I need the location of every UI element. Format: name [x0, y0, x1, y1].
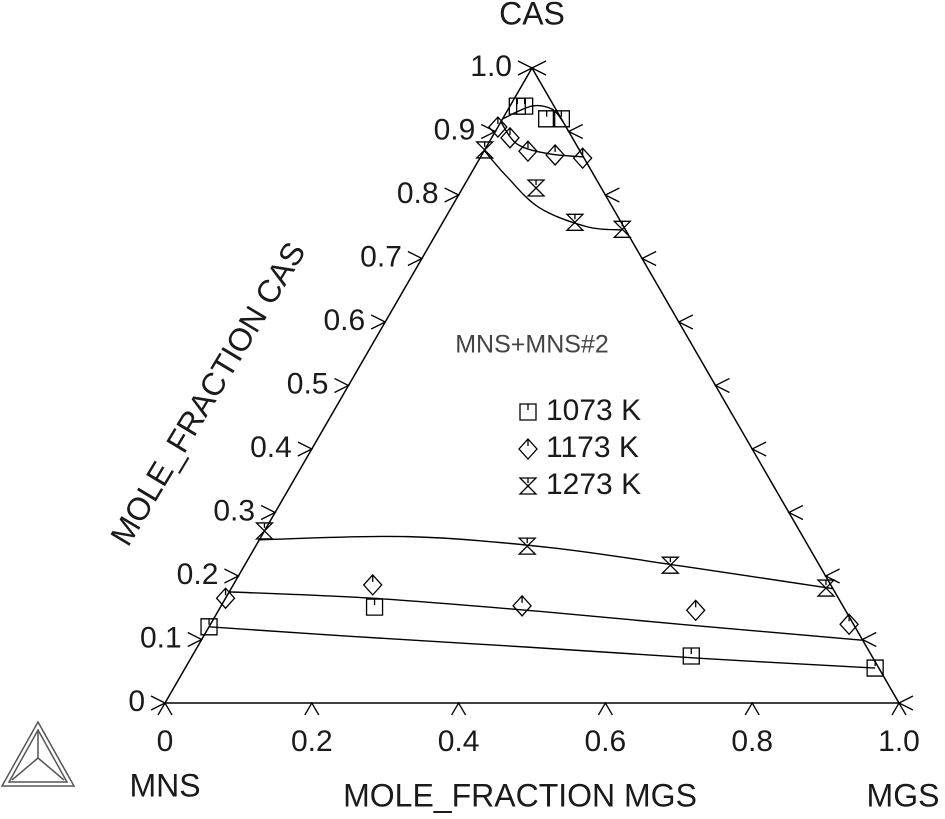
y-tick-label: 0.2	[177, 558, 219, 591]
y-tick-right	[714, 377, 730, 394]
data-point	[660, 556, 680, 574]
y-tick-label: 0.7	[360, 240, 402, 273]
legend-marker	[518, 477, 538, 495]
data-point	[365, 598, 384, 616]
y-axis-label: MOLE_FRACTION CAS	[103, 236, 312, 552]
x-tick	[744, 701, 760, 716]
y-tick	[297, 441, 314, 457]
data-point	[685, 599, 706, 622]
y-tick	[334, 377, 350, 394]
data-point	[816, 579, 836, 597]
triangle-frame	[163, 66, 901, 704]
x-tick	[304, 701, 320, 716]
y-tick-label: 0.3	[213, 494, 255, 527]
legend-label: 1273 K	[546, 468, 641, 501]
y-tick	[187, 631, 204, 648]
y-tick-right	[897, 695, 914, 711]
data-point	[552, 110, 571, 128]
y-tick	[444, 187, 461, 203]
data-point	[516, 97, 534, 115]
y-tick	[150, 695, 167, 711]
y-tick-right	[750, 441, 767, 457]
y-tick	[224, 568, 240, 584]
data-point	[254, 522, 275, 540]
y-tick-right	[640, 250, 657, 267]
y-tick-right	[677, 314, 694, 330]
x-tick-label: 1.0	[878, 725, 920, 758]
y-tick	[481, 123, 497, 140]
data-point	[215, 587, 236, 610]
data-point	[200, 618, 218, 636]
curve	[483, 150, 622, 231]
annotation: MNS+MNS#2	[455, 331, 609, 359]
x-tick	[597, 701, 613, 716]
data-point	[866, 659, 884, 677]
y-tick-right	[567, 123, 583, 140]
y-tick-label: 0.8	[397, 177, 439, 210]
x-tick	[451, 701, 467, 716]
legend-label: 1073 K	[546, 394, 641, 427]
data-point	[362, 573, 383, 596]
y-tick-right	[530, 60, 547, 76]
y-tick-label: 0.6	[323, 304, 365, 337]
x-tick-label: 0	[157, 725, 174, 758]
data-point	[572, 147, 593, 170]
data-point	[839, 613, 859, 636]
data-point	[565, 213, 585, 231]
x-tick-label: 0.6	[585, 725, 627, 758]
curve	[208, 626, 876, 669]
corner-label-top: CAS	[499, 0, 565, 31]
y-tick-right	[603, 187, 620, 203]
y-tick-right	[787, 504, 804, 521]
y-tick-label: 0.1	[140, 621, 182, 654]
data-point	[475, 141, 495, 159]
y-tick	[407, 250, 424, 267]
data-point	[538, 110, 556, 128]
data-point	[517, 537, 537, 555]
data-point	[512, 594, 532, 617]
y-tick-right	[860, 631, 877, 648]
data-point	[682, 647, 700, 665]
data-point	[518, 140, 538, 163]
corner-label-right: MGS	[867, 777, 940, 813]
corner-label-left: MNS	[129, 767, 200, 803]
x-tick-label: 0.4	[438, 725, 480, 758]
data-point	[545, 144, 565, 166]
y-tick-label: 0	[128, 685, 145, 718]
y-tick-label: 0.5	[287, 367, 329, 400]
y-tick-label: 0.9	[434, 113, 476, 146]
curve	[500, 121, 584, 158]
data-point	[487, 116, 508, 139]
x-tick-label: 0.8	[731, 725, 773, 758]
curve	[229, 591, 862, 641]
curve	[259, 535, 834, 590]
y-tick-right	[824, 568, 840, 584]
x-axis-label: MOLE_FRACTION MGS	[343, 777, 697, 813]
logo	[0, 720, 76, 787]
y-tick-label: 0.4	[250, 431, 292, 464]
y-tick-label: 1.0	[470, 50, 512, 83]
data-point	[526, 179, 546, 197]
legend-label: 1173 K	[546, 431, 639, 464]
y-tick	[260, 504, 277, 521]
legend-marker	[519, 403, 537, 421]
legend-marker	[518, 438, 538, 460]
y-tick	[370, 314, 387, 330]
data-point	[612, 220, 632, 238]
x-tick-label: 0.2	[291, 725, 333, 758]
data-point	[500, 126, 520, 149]
